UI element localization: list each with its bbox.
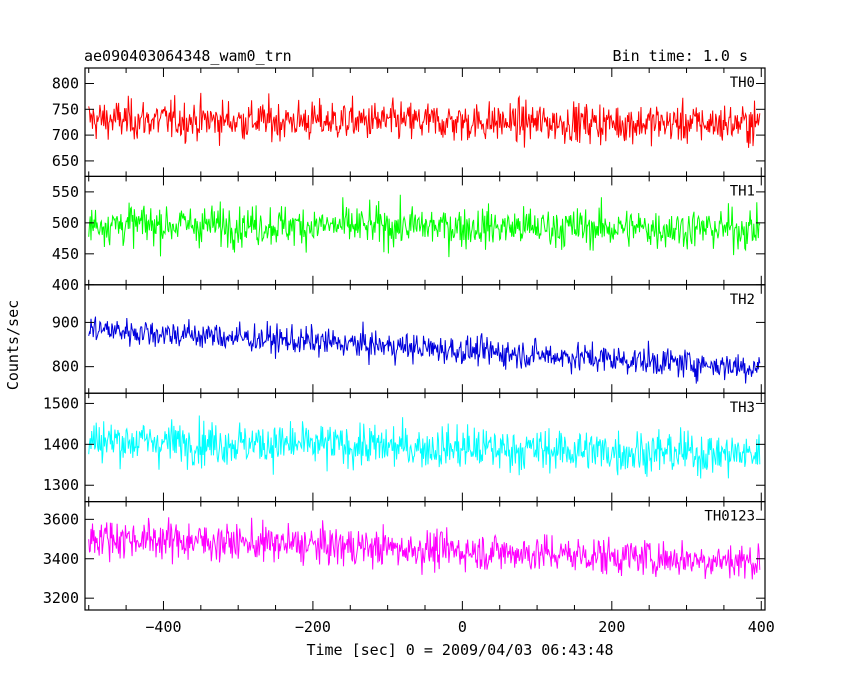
y-tick-label: 1300 — [43, 476, 79, 494]
panel-label: TH0 — [730, 75, 755, 91]
y-tick-label: 700 — [52, 126, 79, 144]
panel-label: TH1 — [730, 183, 755, 199]
series-line-th0123 — [88, 517, 761, 580]
bin-time-label: Bin time: 1.0 s — [613, 47, 748, 65]
y-tick-label: 500 — [52, 214, 79, 232]
panel-label: TH2 — [730, 292, 755, 308]
series-line-th1 — [88, 194, 761, 258]
y-axis-label: Counts/sec — [4, 300, 22, 390]
panel-label: TH3 — [730, 400, 755, 416]
x-tick-label: 0 — [458, 618, 467, 636]
panel-label: TH0123 — [704, 509, 755, 525]
y-tick-label: 800 — [52, 358, 79, 376]
y-tick-label: 1500 — [43, 394, 79, 412]
panels-group: 650 700 750 800 TH0 400 450 500 550 TH1 800 900 TH2 1… — [43, 67, 775, 636]
x-axis-label: Time [sec] 0 = 2009/04/03 06:43:48 — [306, 641, 613, 659]
series-line-th0 — [88, 92, 761, 148]
y-tick-label: 750 — [52, 100, 79, 118]
series-line-th3 — [88, 415, 761, 479]
y-tick-label: 650 — [52, 152, 79, 170]
y-tick-label: 900 — [52, 313, 79, 331]
x-tick-label: 400 — [748, 618, 775, 636]
chart-title: ae090403064348_wam0_trn — [84, 47, 292, 65]
y-tick-label: 400 — [52, 276, 79, 294]
series-line-th2 — [88, 316, 761, 384]
y-tick-label: 3600 — [43, 510, 79, 528]
x-tick-label: 200 — [598, 618, 625, 636]
y-tick-label: 550 — [52, 183, 79, 201]
y-tick-label: 3200 — [43, 589, 79, 607]
x-tick-label: −200 — [295, 618, 331, 636]
x-tick-label: −400 — [145, 618, 181, 636]
y-tick-label: 450 — [52, 245, 79, 263]
y-tick-label: 800 — [52, 74, 79, 92]
panel-frame-th2 — [84, 284, 766, 394]
y-tick-label: 3400 — [43, 550, 79, 568]
y-tick-label: 1400 — [43, 435, 79, 453]
